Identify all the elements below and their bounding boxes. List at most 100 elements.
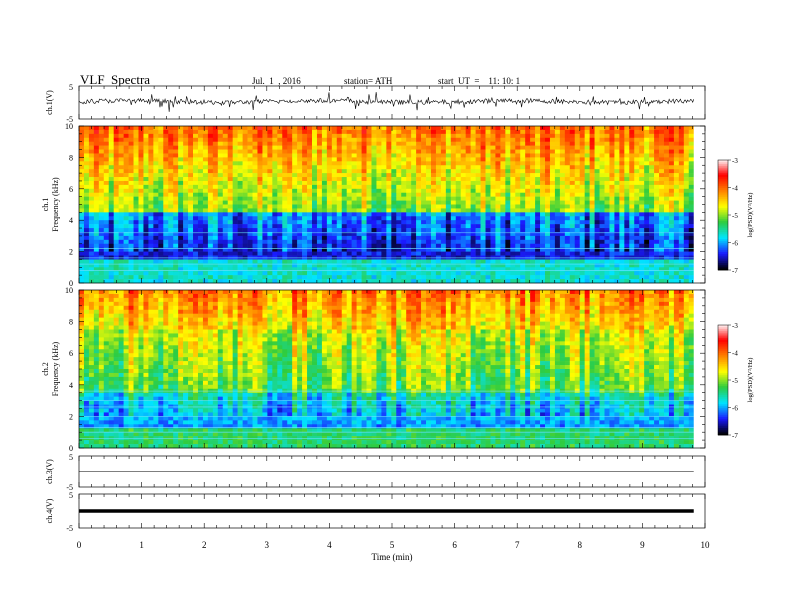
spectrogram-cell <box>158 192 164 197</box>
spectrogram-cell <box>103 180 110 186</box>
spectrogram-cell <box>619 126 625 131</box>
spectrogram-cell <box>336 153 343 158</box>
spectrogram-cell <box>525 263 531 268</box>
spectrogram-cell <box>426 157 432 162</box>
spectrogram-cell <box>545 251 551 256</box>
spectrogram-cell <box>113 141 119 146</box>
spectrogram-cell <box>302 247 308 252</box>
spectrogram-cell <box>604 126 610 131</box>
spectrogram-cell <box>634 173 640 178</box>
spectrogram-cell <box>222 204 229 209</box>
spectrogram-cell <box>277 141 283 146</box>
spectrogram-cell <box>262 169 268 174</box>
spectrogram-cell <box>262 157 268 162</box>
spectrogram-cell <box>530 216 536 221</box>
spectrogram-cell <box>564 247 571 252</box>
spectrogram-cell <box>455 137 462 142</box>
spectrogram-cell <box>401 129 407 135</box>
spectrogram-cell <box>197 231 204 237</box>
spectrogram-cell <box>158 180 164 186</box>
spectrogram-cell <box>584 133 590 139</box>
spectrogram-cell <box>525 251 531 256</box>
spectrogram-cell <box>406 137 412 142</box>
spectrogram-cell <box>197 149 204 154</box>
spectrogram-cell <box>138 196 144 201</box>
spectrogram-cell <box>133 220 139 225</box>
spectrogram-cell <box>604 259 610 264</box>
spectrogram-cell <box>232 279 238 284</box>
spectrogram-cell <box>168 251 174 256</box>
spectrogram-cell <box>128 177 134 182</box>
spectrogram-cell <box>178 212 184 217</box>
spectrogram-cell <box>515 165 521 170</box>
spectrogram-cell <box>624 141 630 146</box>
spectrogram-cell <box>559 141 566 146</box>
spectrogram-cell <box>371 180 377 186</box>
spectrogram-cell <box>242 204 248 209</box>
spectrogram-cell <box>470 239 476 245</box>
spectrogram-cell <box>659 267 665 272</box>
spectrogram-cell <box>470 149 476 154</box>
spectrogram-cell <box>649 263 655 268</box>
spectrogram-cell <box>654 279 660 284</box>
spectrogram-cell <box>302 129 308 135</box>
spectrogram-cell <box>510 145 516 150</box>
spectrogram-cell <box>554 208 561 213</box>
spectrogram-cell <box>416 177 422 182</box>
spectrogram-cell <box>520 188 526 194</box>
spectrogram-cell <box>307 177 313 182</box>
spectrogram-cell <box>197 145 204 150</box>
spectrogram-cell <box>549 220 556 225</box>
spectrogram-cell <box>361 220 367 225</box>
spectrogram-cell <box>123 133 129 139</box>
spectrogram-cell <box>222 192 229 197</box>
spectrogram-cell <box>584 192 590 197</box>
spectrogram-cell <box>282 200 288 205</box>
spectrogram-cell <box>619 177 625 182</box>
spectrogram-cell <box>480 184 486 190</box>
spectrogram-cell <box>183 208 189 213</box>
spectrogram-cell <box>277 235 283 241</box>
spectrogram-cell <box>634 208 640 213</box>
spectrogram-cell <box>659 133 665 139</box>
spectrogram-cell <box>619 275 625 280</box>
spectrogram-cell <box>79 169 85 174</box>
spectrogram-cell <box>579 161 585 166</box>
spectrogram-cell <box>435 279 442 284</box>
spectrogram-cell <box>297 243 303 248</box>
spectrogram-cell <box>654 204 660 209</box>
spectrogram-cell <box>634 200 640 205</box>
spectrogram-cell <box>148 204 154 209</box>
spectrogram-cell <box>569 243 576 248</box>
spectrogram-cell <box>83 196 90 201</box>
spectrogram-cell <box>153 184 159 190</box>
spectrogram-cell <box>594 271 600 276</box>
spectrogram-cell <box>688 247 695 252</box>
spectrogram-cell <box>688 129 695 135</box>
spectrogram-cell <box>222 126 229 131</box>
spectrogram-cell <box>629 259 635 264</box>
spectrogram-cell <box>302 184 308 190</box>
spectrogram-cell <box>252 224 258 229</box>
spectrogram-cell <box>143 204 149 209</box>
spectrogram-cell <box>207 247 214 252</box>
spectrogram-cell <box>376 216 382 221</box>
spectrogram-cell <box>416 247 422 252</box>
spectrogram-cell <box>673 235 680 241</box>
spectrogram-cell <box>659 220 665 225</box>
spectrogram-cell <box>485 271 491 276</box>
spectrogram-cell <box>237 173 243 178</box>
spectrogram-cell <box>634 231 640 237</box>
spectrogram-cell <box>673 149 680 154</box>
spectrogram-cell <box>644 251 650 256</box>
spectrogram-cell <box>88 141 95 146</box>
spectrogram-cell <box>361 129 367 135</box>
spectrogram-cell <box>351 169 357 174</box>
spectrogram-cell <box>336 204 343 209</box>
spectrogram-cell <box>312 126 318 131</box>
spectrogram-cell <box>148 184 154 190</box>
spectrogram-cell <box>559 228 566 233</box>
spectrogram-cell <box>381 200 387 205</box>
spectrogram-cell <box>366 149 372 154</box>
spectrogram-cell <box>366 141 372 146</box>
